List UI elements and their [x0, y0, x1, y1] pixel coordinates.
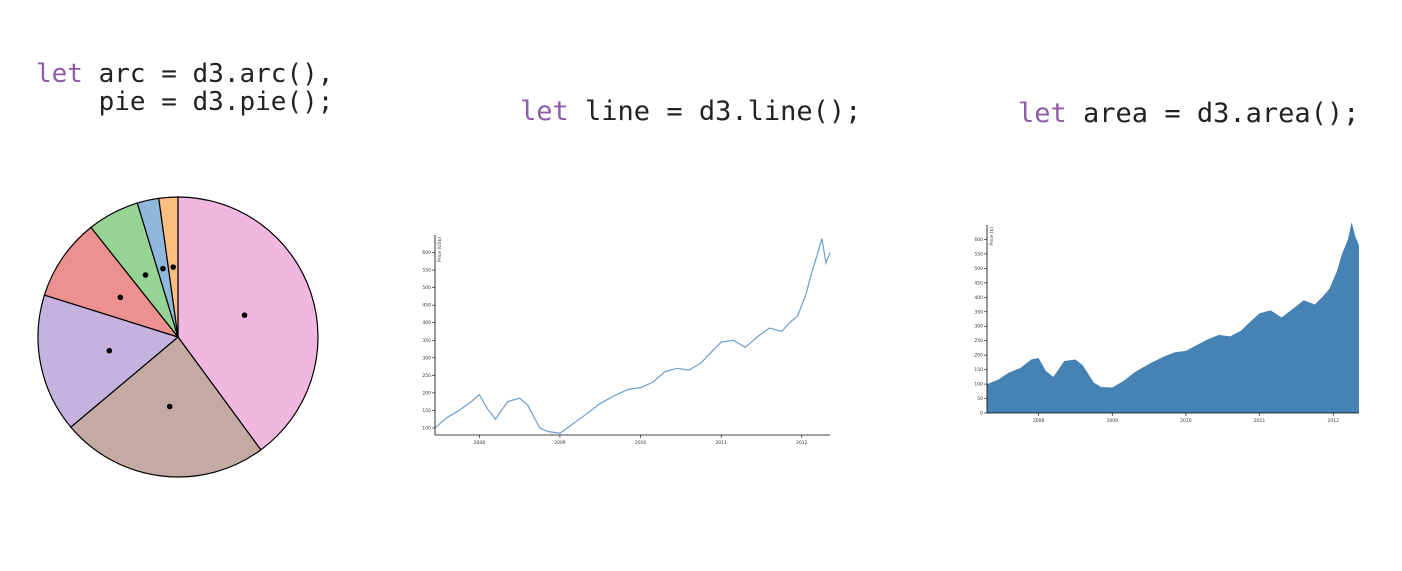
- line-code-text: line = d3.line();: [568, 96, 862, 127]
- area-chart: 0 50 100 150 200 250 300 350 400 450 500 550 600 2008…: [974, 222, 1359, 424]
- x-tick-label: 2012: [1327, 418, 1339, 424]
- let-keyword: let: [1018, 98, 1067, 129]
- slice-centroid-dot: [106, 347, 113, 354]
- y-tick-label: 500: [974, 266, 983, 272]
- y-tick-label: 450: [974, 280, 983, 286]
- x-tick-label: 2008: [1033, 418, 1045, 424]
- y-tick-label: 400: [974, 295, 983, 301]
- y-tick-label: 300: [974, 324, 983, 330]
- y-tick-label: 150: [974, 367, 983, 373]
- pie-slice: [37, 294, 180, 428]
- y-tick-label: 500: [422, 285, 431, 291]
- y-tick-label: 50: [977, 396, 983, 402]
- y-tick-label: 400: [422, 320, 431, 326]
- arc-code-text: arc = d3.arc(),: [82, 59, 334, 89]
- slice-centroid-dot: [166, 403, 173, 410]
- let-keyword: let: [520, 96, 569, 127]
- x-tick-label: 2011: [715, 440, 727, 446]
- x-tick-label: 2011: [1254, 418, 1266, 424]
- x-tick-label: 2010: [635, 440, 647, 446]
- line-chart: 100 150 200 250 300 350 400 450 500 550 600 2008 200…: [422, 235, 831, 446]
- line-series: [434, 238, 831, 434]
- y-tick-label: 150: [422, 408, 431, 414]
- x-tick-label: 2012: [796, 440, 808, 446]
- y-tick-label: 0: [980, 411, 983, 417]
- y-tick-label: 550: [422, 268, 431, 274]
- arc-pie-code-snippet: let arc = d3.arc(), pie = d3.pie();: [36, 60, 333, 116]
- slice-centroid-dot: [160, 265, 166, 272]
- area-code-text: area = d3.area();: [1066, 98, 1360, 129]
- y-tick-label: 200: [974, 353, 983, 359]
- y-tick-label: 250: [974, 338, 983, 344]
- y-tick-label: 200: [422, 390, 431, 396]
- pie-chart: [37, 196, 319, 478]
- y-axis-label: Price (US$): [437, 237, 443, 262]
- y-tick-label: 250: [422, 373, 431, 379]
- y-tick-label: 550: [974, 251, 983, 257]
- let-keyword: let: [36, 59, 83, 89]
- y-tick-label: 350: [422, 338, 431, 344]
- slice-centroid-dot: [117, 294, 124, 301]
- line-code-snippet: let line = d3.line();: [520, 97, 861, 127]
- y-tick-label: 600: [422, 250, 431, 256]
- x-tick-label: 2009: [554, 440, 566, 446]
- y-tick-label: 450: [422, 303, 431, 309]
- slice-centroid-dot: [241, 312, 248, 319]
- pie-slice: [43, 226, 180, 339]
- y-axis-label: Price ($): [989, 227, 995, 246]
- pie-slice: [70, 336, 262, 478]
- y-tick-label: 100: [974, 382, 983, 388]
- pie-slice: [177, 196, 319, 451]
- x-tick-label: 2009: [1107, 418, 1119, 424]
- y-tick-label: 350: [974, 309, 983, 315]
- x-tick-label: 2008: [474, 440, 486, 446]
- x-tick-label: 2010: [1180, 418, 1192, 424]
- area-series: [987, 222, 1359, 413]
- pie-slice: [158, 196, 179, 338]
- y-tick-label: 100: [422, 425, 431, 431]
- y-tick-label: 300: [422, 355, 431, 361]
- y-tick-label: 600: [974, 237, 983, 243]
- pie-code-text: pie = d3.pie();: [36, 87, 334, 117]
- slice-centroid-dot: [142, 272, 149, 278]
- area-code-snippet: let area = d3.area();: [1018, 99, 1359, 129]
- slice-centroid-dot: [170, 264, 176, 270]
